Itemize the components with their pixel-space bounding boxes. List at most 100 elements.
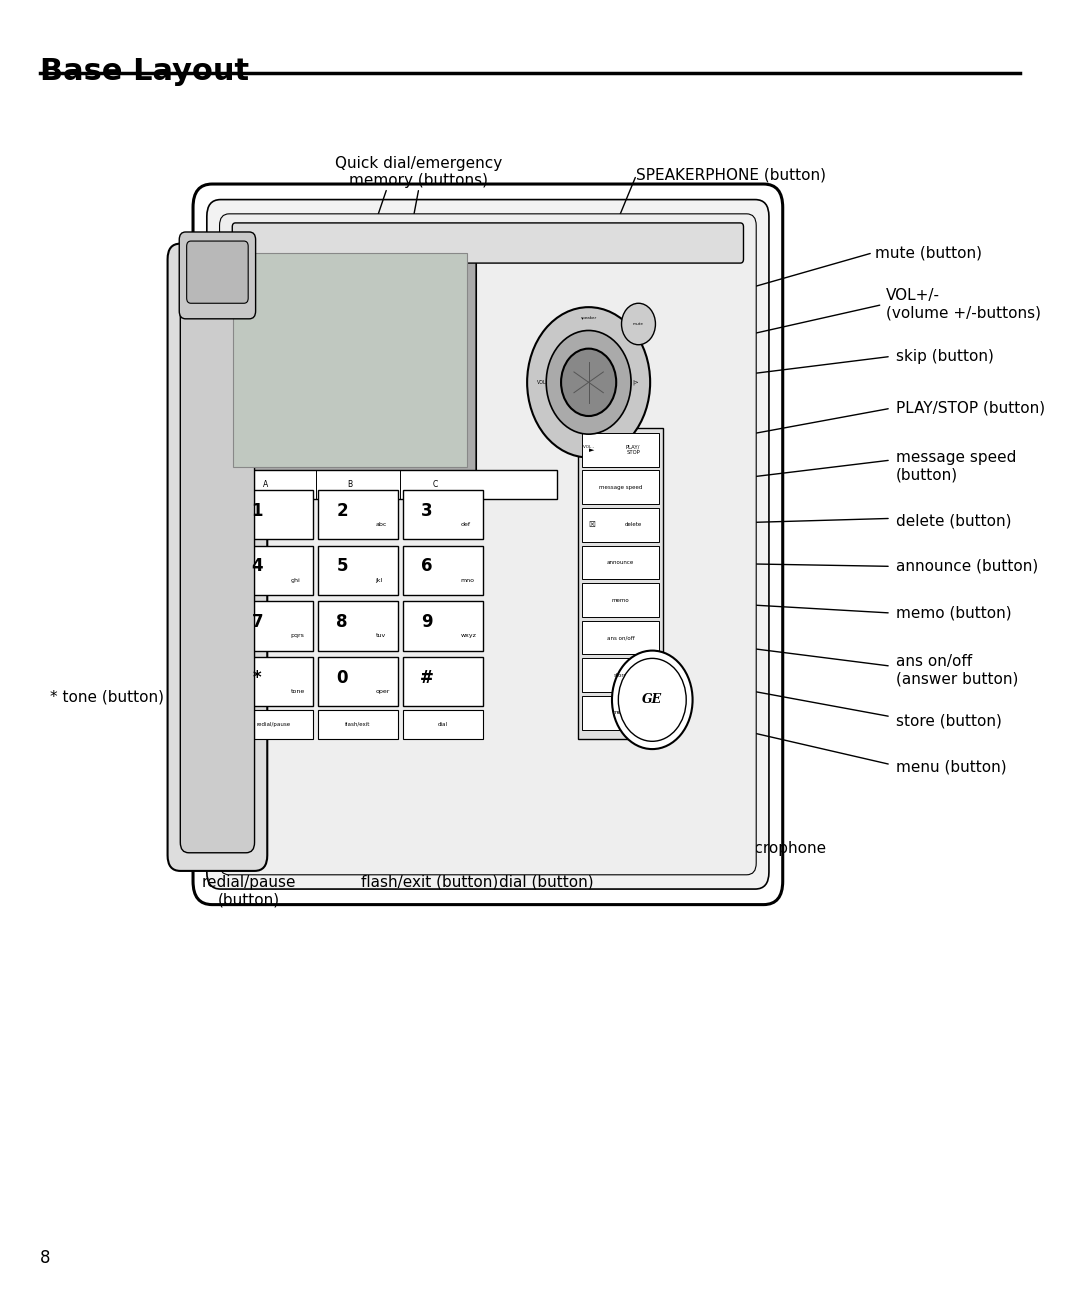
Text: delete: delete bbox=[624, 522, 642, 527]
Text: PLAY/STOP (button): PLAY/STOP (button) bbox=[896, 400, 1045, 416]
Bar bbox=[403, 490, 483, 539]
Bar bbox=[578, 428, 663, 739]
Text: VOL: VOL bbox=[537, 380, 546, 385]
Bar bbox=[233, 710, 313, 739]
Text: announce: announce bbox=[607, 560, 634, 565]
FancyBboxPatch shape bbox=[219, 214, 756, 875]
Text: 0: 0 bbox=[336, 669, 348, 687]
Text: redial/pause: redial/pause bbox=[256, 722, 291, 727]
Text: pqrs: pqrs bbox=[291, 634, 305, 639]
Text: abc: abc bbox=[376, 522, 387, 527]
Text: delete (button): delete (button) bbox=[896, 513, 1012, 529]
Bar bbox=[233, 657, 313, 706]
Bar bbox=[582, 508, 659, 542]
Bar bbox=[582, 470, 659, 504]
Text: 2: 2 bbox=[336, 502, 348, 520]
Text: menu: menu bbox=[612, 710, 629, 715]
Text: VOL -: VOL - bbox=[583, 445, 594, 450]
Text: ☒: ☒ bbox=[589, 521, 595, 529]
Text: menu (button): menu (button) bbox=[896, 759, 1007, 775]
Text: Base Layout: Base Layout bbox=[40, 57, 249, 86]
Text: ghi: ghi bbox=[291, 578, 300, 583]
Bar bbox=[233, 601, 313, 651]
Text: memo: memo bbox=[611, 597, 630, 603]
Text: display: display bbox=[174, 336, 228, 351]
Text: store: store bbox=[613, 673, 627, 678]
Text: 3: 3 bbox=[421, 502, 433, 520]
Bar bbox=[582, 583, 659, 617]
FancyBboxPatch shape bbox=[179, 232, 256, 319]
Bar bbox=[582, 696, 659, 730]
Text: A: A bbox=[262, 481, 268, 489]
Text: |>: |> bbox=[632, 380, 638, 385]
Text: * tone (button): * tone (button) bbox=[51, 689, 164, 705]
Text: dial (button): dial (button) bbox=[499, 875, 594, 890]
Text: 9: 9 bbox=[421, 613, 433, 631]
Text: message speed: message speed bbox=[598, 485, 643, 490]
Bar bbox=[319, 710, 397, 739]
Text: 4: 4 bbox=[252, 557, 264, 575]
Text: C: C bbox=[432, 481, 437, 489]
Text: B: B bbox=[348, 481, 352, 489]
Text: mute: mute bbox=[633, 321, 644, 327]
Text: ans on/off
(answer button): ans on/off (answer button) bbox=[896, 653, 1018, 687]
Text: GE: GE bbox=[643, 693, 662, 706]
Bar bbox=[319, 657, 397, 706]
Circle shape bbox=[612, 651, 692, 749]
Text: SPEAKERPHONE (button): SPEAKERPHONE (button) bbox=[636, 167, 826, 183]
Bar bbox=[319, 490, 397, 539]
Text: #: # bbox=[420, 669, 434, 687]
Text: memo (button): memo (button) bbox=[896, 605, 1012, 621]
Text: tone: tone bbox=[291, 689, 305, 695]
FancyBboxPatch shape bbox=[206, 200, 769, 889]
Circle shape bbox=[546, 330, 631, 434]
FancyBboxPatch shape bbox=[180, 262, 255, 853]
Bar bbox=[233, 470, 557, 499]
Text: *: * bbox=[253, 669, 261, 687]
Text: redial/pause
(button): redial/pause (button) bbox=[202, 875, 297, 907]
Text: mno: mno bbox=[460, 578, 474, 583]
Bar bbox=[233, 546, 313, 595]
Text: speaker: speaker bbox=[581, 315, 597, 320]
Bar bbox=[403, 710, 483, 739]
Circle shape bbox=[621, 303, 656, 345]
Text: VOL+/-
(volume +/-buttons): VOL+/- (volume +/-buttons) bbox=[886, 288, 1041, 321]
Text: 8: 8 bbox=[336, 613, 348, 631]
Bar bbox=[403, 657, 483, 706]
Bar bbox=[403, 601, 483, 651]
Text: def: def bbox=[460, 522, 470, 527]
Bar bbox=[319, 546, 397, 595]
Text: Quick dial/emergency
memory (buttons): Quick dial/emergency memory (buttons) bbox=[335, 156, 502, 188]
FancyBboxPatch shape bbox=[232, 223, 743, 263]
Text: 7: 7 bbox=[252, 613, 264, 631]
FancyBboxPatch shape bbox=[193, 184, 783, 905]
Text: tuv: tuv bbox=[376, 634, 386, 639]
Text: announce (button): announce (button) bbox=[896, 559, 1039, 574]
Bar bbox=[233, 490, 313, 539]
Bar bbox=[582, 546, 659, 579]
Text: 8: 8 bbox=[40, 1249, 51, 1267]
Bar bbox=[403, 546, 483, 595]
Text: 6: 6 bbox=[421, 557, 433, 575]
Text: PLAY/
STOP: PLAY/ STOP bbox=[626, 445, 640, 455]
Bar bbox=[582, 433, 659, 467]
Text: 5: 5 bbox=[336, 557, 348, 575]
Text: flash/exit (button): flash/exit (button) bbox=[361, 875, 498, 890]
Text: ans on/off: ans on/off bbox=[607, 635, 634, 640]
Text: wxyz: wxyz bbox=[460, 634, 476, 639]
Text: mute (button): mute (button) bbox=[875, 245, 982, 260]
Text: 1: 1 bbox=[252, 502, 262, 520]
FancyBboxPatch shape bbox=[224, 241, 476, 478]
Text: oper: oper bbox=[376, 689, 390, 695]
Text: Microphone: Microphone bbox=[738, 841, 826, 857]
Circle shape bbox=[527, 307, 650, 457]
Bar bbox=[582, 621, 659, 654]
Text: dial: dial bbox=[437, 722, 448, 727]
Text: ►: ► bbox=[589, 447, 594, 452]
FancyBboxPatch shape bbox=[187, 241, 248, 303]
Bar bbox=[582, 658, 659, 692]
Circle shape bbox=[619, 658, 686, 741]
Text: store (button): store (button) bbox=[896, 713, 1002, 728]
Text: message speed
(button): message speed (button) bbox=[896, 450, 1016, 483]
Bar bbox=[319, 601, 397, 651]
